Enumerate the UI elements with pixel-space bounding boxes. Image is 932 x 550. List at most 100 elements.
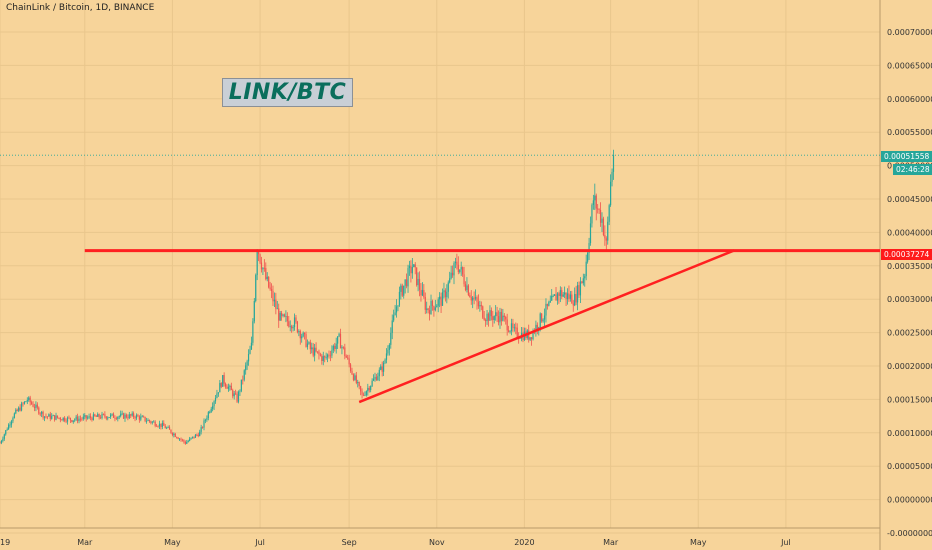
candle: [219, 380, 221, 393]
y-tick-label: 0.00070000: [887, 28, 932, 37]
candle: [440, 292, 442, 314]
candle-body: [161, 422, 163, 427]
candle: [451, 265, 454, 278]
candle: [385, 348, 388, 364]
countdown-tag: 02:46:28: [893, 164, 932, 175]
candle-body: [456, 261, 458, 265]
candle: [430, 294, 432, 315]
candle-body: [45, 416, 47, 418]
candle: [170, 429, 172, 434]
candle-body: [529, 337, 531, 340]
candle: [181, 438, 184, 442]
candle: [65, 418, 67, 424]
candle-body: [204, 419, 207, 421]
candle: [450, 265, 452, 280]
candle: [201, 426, 204, 429]
candle-body: [181, 439, 184, 441]
candle-body: [374, 376, 376, 379]
candle: [404, 279, 406, 294]
candle-body: [519, 338, 521, 339]
candle: [407, 264, 409, 293]
candle-body: [171, 432, 174, 435]
annotation-box[interactable]: LINK/BTC: [222, 78, 353, 107]
candle: [341, 345, 343, 355]
candle-body: [210, 408, 212, 413]
candle: [403, 285, 405, 299]
candle-body: [203, 420, 205, 428]
candle: [423, 284, 425, 299]
candle-body: [143, 416, 145, 418]
candle: [207, 410, 209, 421]
candle: [591, 203, 593, 228]
candle-body: [354, 375, 356, 380]
candle-body: [207, 412, 209, 419]
candle-body: [591, 204, 593, 224]
candle-body: [64, 417, 66, 421]
candle: [493, 315, 495, 324]
candle-body: [263, 267, 265, 269]
candle-body: [423, 290, 425, 298]
candle-body: [405, 279, 408, 287]
candle: [10, 419, 13, 428]
candle-body: [43, 416, 46, 418]
candle: [128, 411, 130, 420]
candle-body: [416, 267, 418, 286]
candle-body: [212, 406, 214, 409]
candle: [408, 260, 411, 276]
candle-body: [496, 312, 498, 317]
candle-body: [157, 426, 159, 428]
candle: [43, 416, 46, 422]
candle-body: [318, 351, 320, 355]
candle-body: [572, 303, 574, 306]
candle-body: [255, 275, 257, 302]
candle-body: [28, 397, 30, 401]
candle: [220, 382, 222, 389]
candle: [266, 272, 268, 282]
candle-body: [88, 416, 90, 418]
candle-body: [153, 421, 155, 423]
candle: [497, 310, 500, 326]
candle-body: [189, 438, 191, 441]
candle: [232, 388, 234, 399]
candle-body: [306, 343, 309, 347]
y-tick-label: 0.00000000: [887, 496, 932, 505]
candle-body: [71, 420, 73, 422]
candle-body: [38, 407, 40, 414]
candle-body: [125, 414, 128, 418]
candle: [187, 439, 189, 443]
candle: [490, 307, 492, 321]
candle-body: [309, 342, 311, 350]
candle-body: [147, 419, 149, 421]
candle-body: [480, 305, 482, 307]
candle: [272, 285, 274, 306]
candle-body: [61, 419, 63, 421]
candle: [288, 315, 290, 328]
candle-body: [232, 390, 234, 397]
candle-body: [335, 343, 337, 349]
candle-body: [499, 311, 501, 323]
candle: [95, 415, 97, 417]
candle-body: [299, 331, 301, 339]
candle-body: [430, 300, 432, 315]
candle-body: [446, 291, 448, 298]
candle: [305, 331, 307, 348]
candle: [466, 277, 468, 293]
candle: [325, 352, 327, 360]
candle-body: [243, 370, 245, 380]
candle: [168, 425, 171, 430]
candle: [345, 354, 347, 358]
candle-body: [82, 416, 84, 419]
candle: [410, 260, 412, 283]
candle-body: [447, 282, 449, 292]
candle-body: [592, 200, 594, 205]
candle-body: [361, 391, 363, 395]
candle-body: [375, 376, 378, 381]
candle: [76, 413, 79, 424]
candle: [434, 299, 436, 312]
candle: [26, 397, 28, 405]
candle-body: [262, 267, 264, 270]
candle: [206, 415, 208, 422]
candle-body: [49, 414, 51, 419]
candle-body: [160, 423, 162, 427]
